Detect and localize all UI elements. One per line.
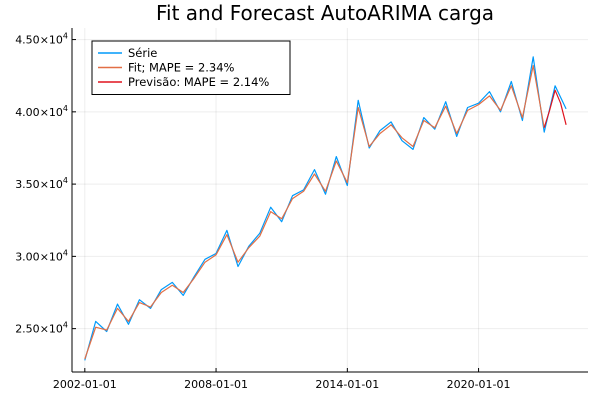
y-tick-label: 3.50×104 — [15, 176, 68, 191]
chart-title: Fit and Forecast AutoARIMA carga — [156, 1, 494, 25]
y-tick-multiplier: ×10 — [40, 34, 63, 47]
y-tick-multiplier: ×10 — [40, 323, 63, 336]
y-tick-exponent: 4 — [63, 104, 68, 113]
y-tick-label: 4.00×104 — [15, 104, 68, 119]
x-tick-label: 2014-01-01 — [315, 378, 379, 391]
y-tick-mantissa: 3.50 — [15, 178, 40, 191]
legend-label-1: Fit; MAPE = 2.34% — [128, 61, 235, 75]
y-tick-exponent: 4 — [63, 176, 68, 185]
legend-label-2: Previsão: MAPE = 2.14% — [128, 75, 269, 89]
y-tick-mantissa: 4.00 — [15, 106, 40, 119]
y-tick-exponent: 4 — [63, 32, 68, 41]
y-tick-label: 4.50×104 — [15, 32, 68, 47]
legend-box — [91, 40, 291, 95]
y-tick-multiplier: ×10 — [40, 106, 63, 119]
x-tick-label: 2020-01-01 — [447, 378, 511, 391]
series-layer — [84, 56, 567, 361]
axes: 2002-01-01 2008-01-01 2014-01-01 2020-01-01… — [15, 28, 588, 391]
y-tick-multiplier: ×10 — [40, 250, 63, 263]
y-tick-multiplier: ×10 — [40, 178, 63, 191]
series-line-2 — [543, 89, 567, 128]
y-tick-mantissa: 3.00 — [15, 250, 40, 263]
series-line-1 — [84, 64, 545, 360]
series-line-0 — [84, 56, 567, 361]
x-tick-label: 2002-01-01 — [53, 378, 117, 391]
x-tick-label: 2008-01-01 — [184, 378, 248, 391]
y-tick-mantissa: 2.50 — [15, 323, 40, 336]
y-tick-exponent: 4 — [63, 248, 68, 257]
legend-label-0: Série — [128, 46, 157, 60]
y-tick-label: 3.00×104 — [15, 248, 68, 263]
y-tick-exponent: 4 — [63, 321, 68, 330]
y-tick-mantissa: 4.50 — [15, 34, 40, 47]
y-tick-label: 2.50×104 — [15, 321, 68, 336]
